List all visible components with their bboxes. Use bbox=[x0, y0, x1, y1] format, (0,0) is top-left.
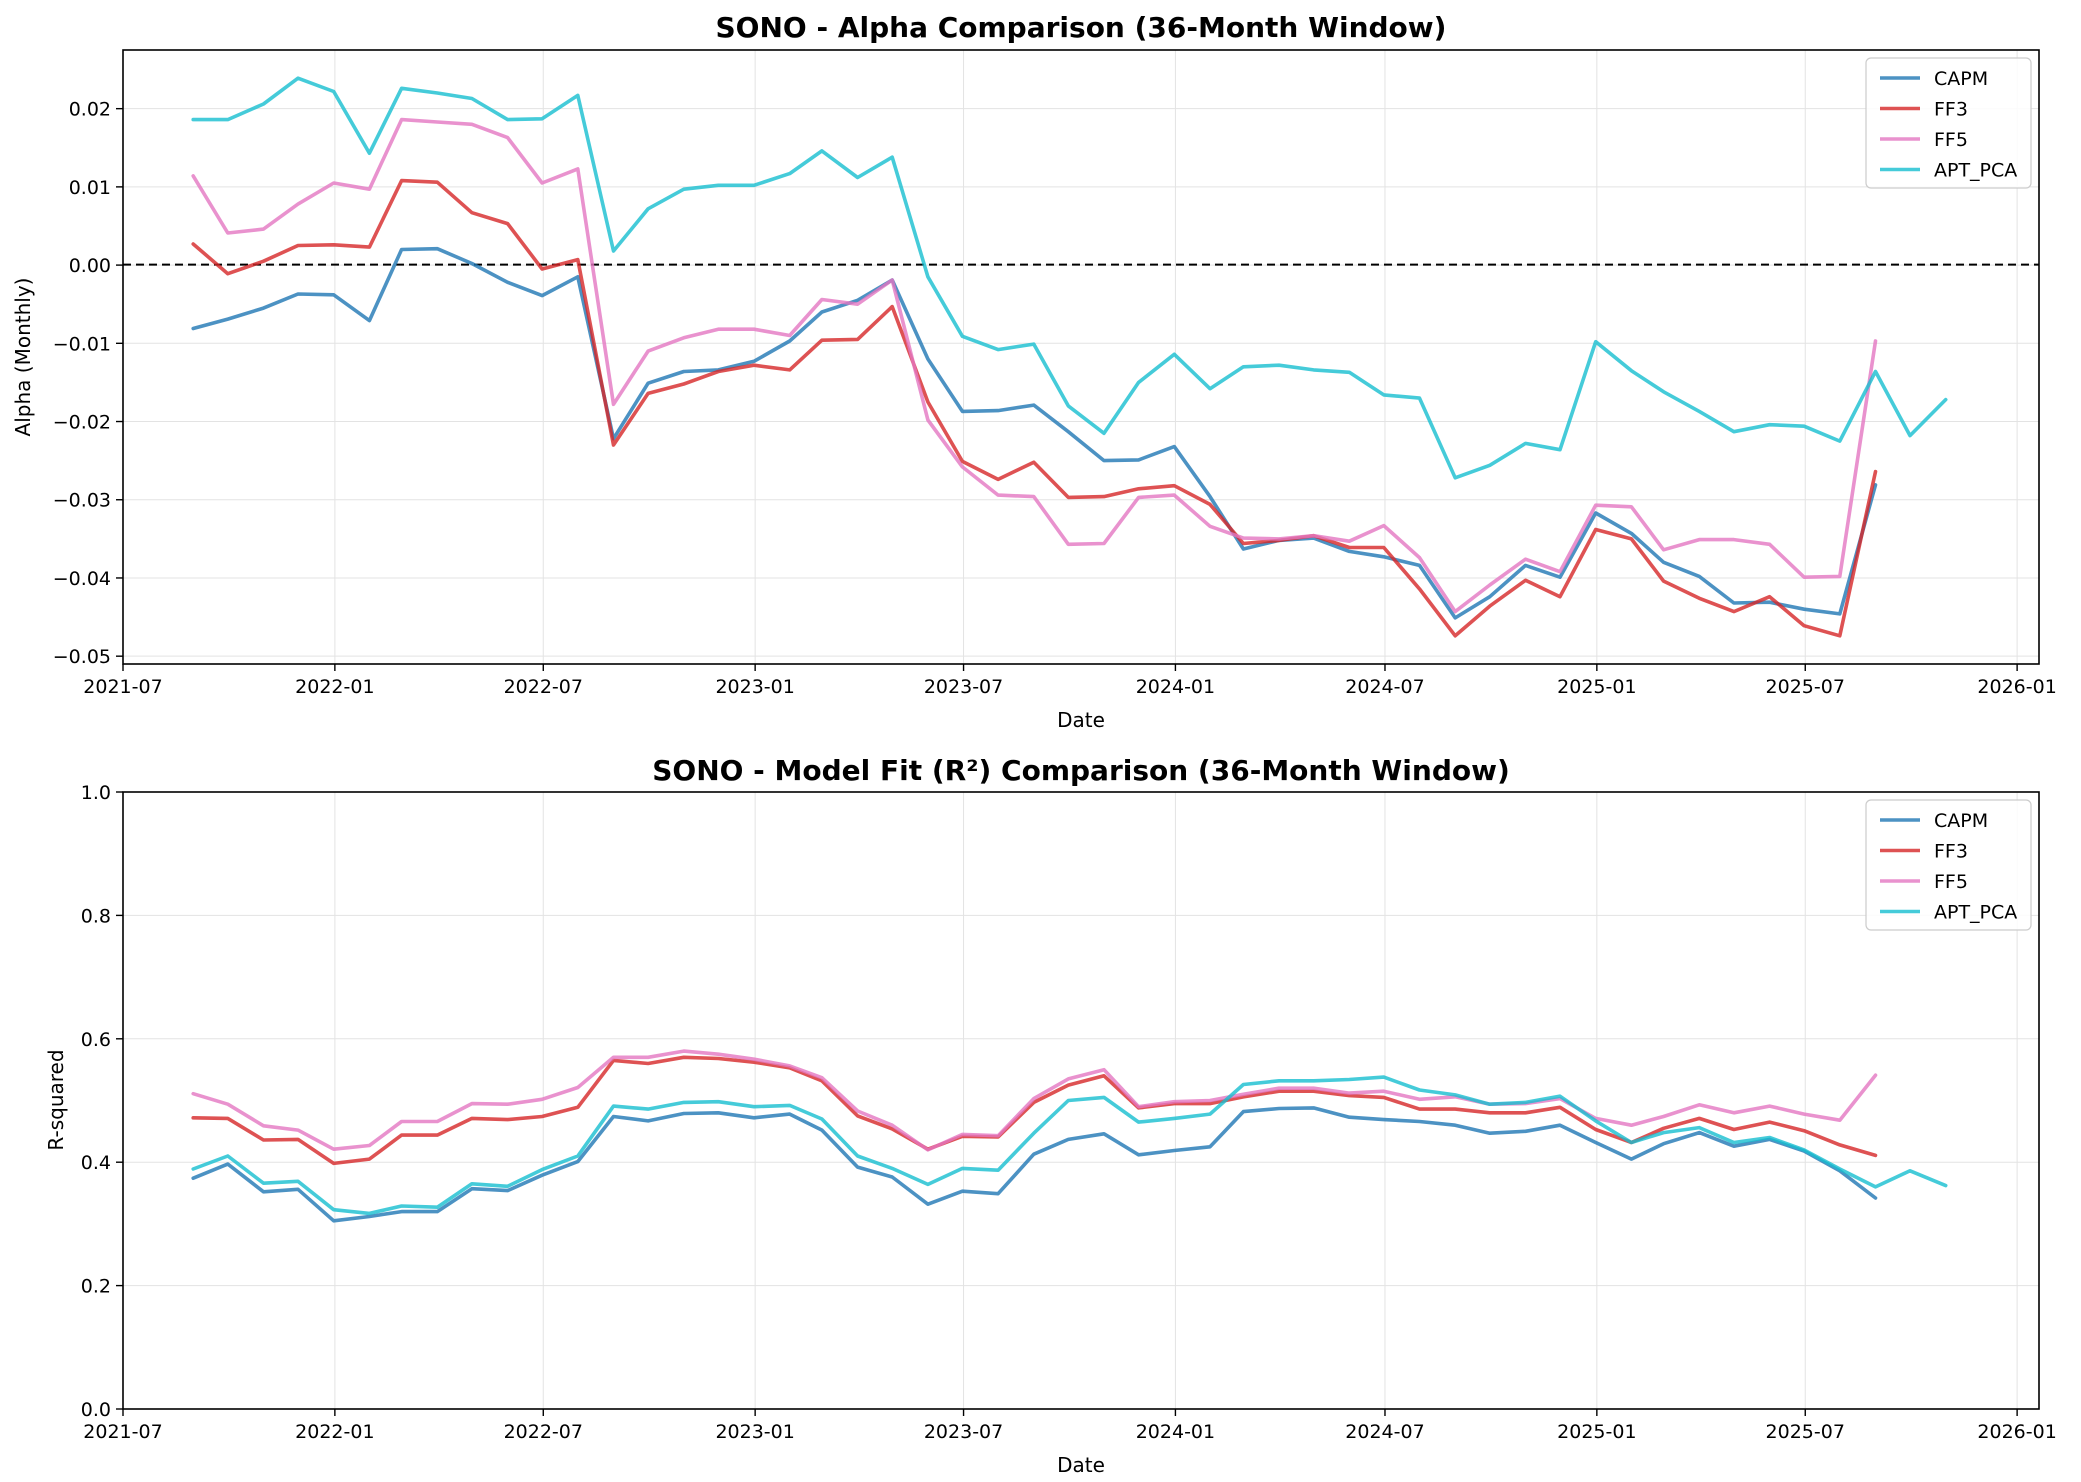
alpha-y-axis-label: Alpha (Monthly) bbox=[11, 278, 35, 437]
alpha-series bbox=[191, 76, 1948, 638]
rsquared-x-tick-label: 2024-07 bbox=[1345, 1421, 1424, 1443]
rsquared-x-tick-label: 2021-07 bbox=[83, 1421, 162, 1443]
rsquared-series-apt-pca-line bbox=[191, 1075, 1948, 1216]
rsquared-x-tick-label: 2023-07 bbox=[924, 1421, 1003, 1443]
alpha-plot-frame bbox=[122, 49, 2040, 665]
rsquared-x-tick-label: 2024-01 bbox=[1136, 1421, 1215, 1443]
rsquared-x-tick-label: 2025-07 bbox=[1766, 1421, 1845, 1443]
rsquared-y-tick-label: 0.4 bbox=[81, 1152, 111, 1174]
alpha-x-tick-label: 2021-07 bbox=[83, 676, 162, 698]
rsquared-y-tick-label: 1.0 bbox=[81, 782, 111, 804]
alpha-legend-label-ff5: FF5 bbox=[1934, 129, 1968, 151]
rsquared-legend-label-apt-pca: APT_PCA bbox=[1934, 902, 2017, 924]
rsquared-x-tick-label: 2022-07 bbox=[504, 1421, 583, 1443]
alpha-series-apt-pca-line bbox=[191, 76, 1948, 480]
alpha-legend-label-apt-pca: APT_PCA bbox=[1934, 160, 2017, 182]
rsquared-legend-label-ff5: FF5 bbox=[1934, 871, 1968, 893]
alpha-chart-title: SONO - Alpha Comparison (36-Month Window… bbox=[716, 11, 1447, 44]
alpha-legend-label-capm: CAPM bbox=[1934, 68, 1988, 90]
rsquared-legend: CAPM FF3 FF5 APT_PCA bbox=[1865, 799, 2032, 931]
rsquared-legend-label-ff3: FF3 bbox=[1934, 841, 1968, 863]
alpha-x-tick-label: 2024-01 bbox=[1136, 676, 1215, 698]
alpha-y-tick-label: −0.04 bbox=[53, 568, 111, 590]
rsquared-legend-label-capm: CAPM bbox=[1934, 810, 1988, 832]
rsquared-y-tick-label: 0.8 bbox=[81, 905, 111, 927]
rsquared-y-axis-label: R-squared bbox=[44, 1049, 68, 1150]
alpha-y-tick-label: −0.02 bbox=[53, 412, 111, 434]
alpha-x-tick-label: 2022-01 bbox=[295, 676, 374, 698]
rsquared-x-ticks: 2021-07 2022-01 2022-07 2023-01 2023-07 2024-… bbox=[83, 1409, 2057, 1443]
rsquared-chart-title: SONO - Model Fit (R²) Comparison (36-Mon… bbox=[652, 754, 1510, 787]
alpha-y-ticks: 0.02 0.01 0.00 −0.01 −0.02 −0.03 −0.04 −0.05 bbox=[53, 99, 123, 668]
rsquared-series bbox=[191, 1049, 1948, 1223]
alpha-x-tick-label: 2025-01 bbox=[1557, 676, 1636, 698]
rsquared-x-tick-label: 2025-01 bbox=[1557, 1421, 1636, 1443]
alpha-legend: CAPM FF3 FF5 APT_PCA bbox=[1865, 57, 2032, 189]
alpha-chart-panel: 2021-07 2022-01 2022-07 2023-01 2023-07 2024-… bbox=[11, 11, 2057, 732]
alpha-y-tick-label: −0.01 bbox=[53, 333, 111, 355]
rsquared-y-tick-label: 0.6 bbox=[81, 1029, 111, 1051]
rsquared-x-tick-label: 2023-01 bbox=[715, 1421, 794, 1443]
rsquared-series-ff3-line bbox=[191, 1055, 1878, 1166]
alpha-y-tick-label: 0.02 bbox=[69, 99, 111, 121]
alpha-x-tick-label: 2025-07 bbox=[1766, 676, 1845, 698]
rsquared-x-axis-label: Date bbox=[1057, 1453, 1105, 1477]
alpha-legend-box bbox=[1865, 57, 2032, 189]
rsquared-y-ticks: 1.0 0.8 0.6 0.4 0.2 0.0 bbox=[81, 782, 123, 1421]
alpha-x-tick-label: 2026-01 bbox=[1977, 676, 2056, 698]
alpha-y-tick-label: 0.00 bbox=[69, 255, 111, 277]
alpha-x-tick-label: 2024-07 bbox=[1345, 676, 1424, 698]
alpha-series-ff5-line bbox=[191, 117, 1878, 614]
alpha-x-ticks: 2021-07 2022-01 2022-07 2023-01 2023-07 2024-… bbox=[83, 664, 2057, 698]
alpha-y-tick-label: −0.03 bbox=[53, 490, 111, 512]
alpha-x-tick-label: 2023-01 bbox=[715, 676, 794, 698]
alpha-y-tick-label: 0.01 bbox=[69, 177, 111, 199]
rsquared-legend-box bbox=[1865, 799, 2032, 931]
alpha-legend-label-ff3: FF3 bbox=[1934, 99, 1968, 121]
rsquared-series-ff5-line bbox=[191, 1049, 1878, 1152]
rsquared-x-tick-label: 2022-01 bbox=[295, 1421, 374, 1443]
rsquared-y-tick-label: 0.0 bbox=[81, 1399, 111, 1421]
rsquared-y-tick-label: 0.2 bbox=[81, 1276, 111, 1298]
alpha-series-ff3-line bbox=[191, 178, 1878, 638]
rsquared-series-capm-line bbox=[191, 1106, 1878, 1223]
alpha-x-axis-label: Date bbox=[1057, 708, 1105, 732]
alpha-x-tick-label: 2023-07 bbox=[924, 676, 1003, 698]
alpha-x-tick-label: 2022-07 bbox=[504, 676, 583, 698]
rsquared-plot-frame bbox=[122, 791, 2040, 1410]
alpha-y-tick-label: −0.05 bbox=[53, 646, 111, 668]
alpha-series-capm-line bbox=[191, 246, 1878, 620]
rsquared-chart-panel: 2021-07 2022-01 2022-07 2023-01 2023-07 2024-… bbox=[44, 754, 2057, 1477]
rsquared-x-tick-label: 2026-01 bbox=[1977, 1421, 2056, 1443]
